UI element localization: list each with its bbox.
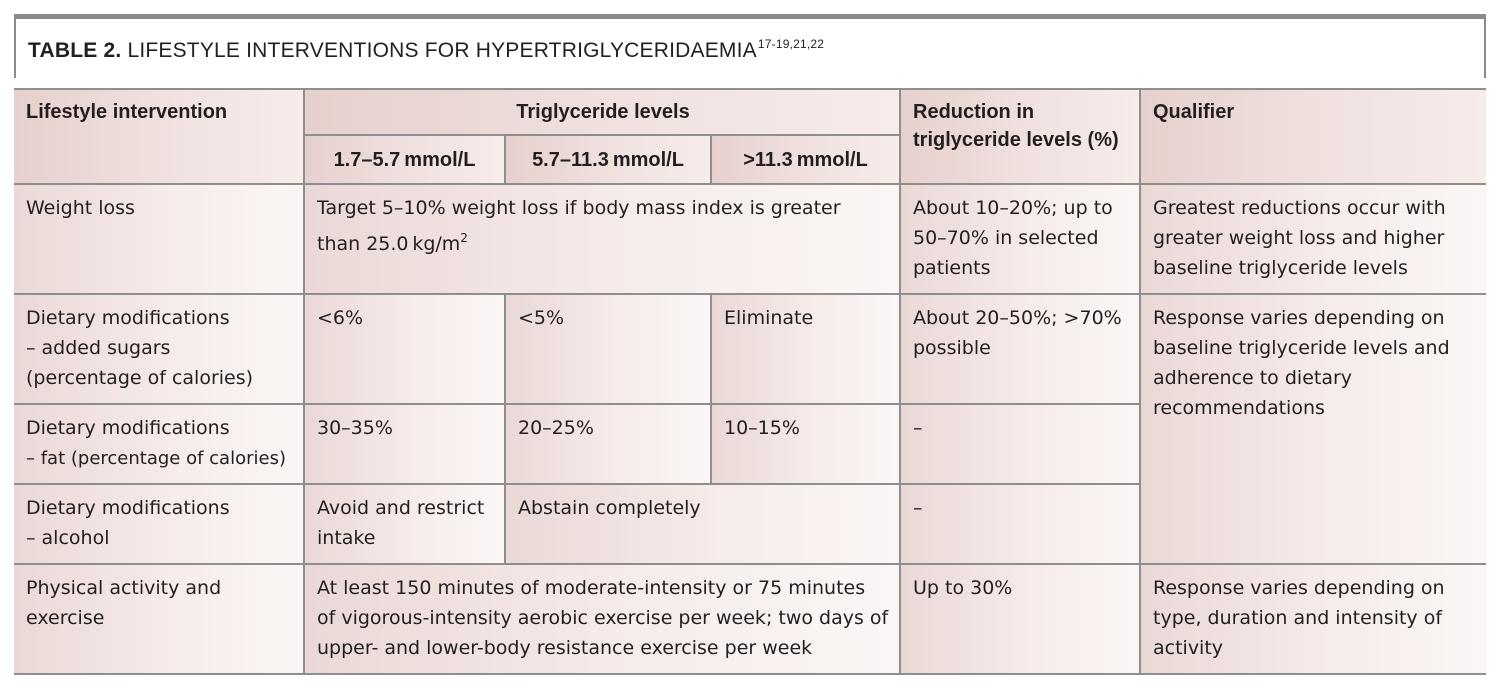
cell-sugar-level-2: <5%: [504, 293, 712, 405]
cell-sugar-reduction: About 20–50%; >70% possible: [899, 293, 1141, 405]
cell-exercise-qualifier: Response varies depending on type, durat…: [1139, 563, 1486, 675]
cell-fat-level-1: 30–35%: [303, 403, 506, 485]
cell-sugar-level-1: <6%: [303, 293, 506, 405]
header-level-2: 5.7–11.3 mmol/L: [504, 134, 712, 185]
header-qualifier: Qualifier: [1139, 88, 1486, 185]
alcohol-name-line2: – alcohol: [26, 527, 110, 549]
header-reduction-line1: Reduction in: [913, 101, 1035, 123]
header-level-3: >11.3 mmol/L: [710, 134, 900, 185]
fat-name-line1: Dietary modifications: [26, 417, 230, 439]
table-row-fat: Dietary modifications – fat (percentage o…: [14, 403, 1486, 485]
table-row-weight-loss: Weight loss Target 5–10% weight loss if …: [14, 183, 1486, 295]
weight-target-text: Target 5–10% weight loss if body mass in…: [317, 197, 841, 255]
interventions-table: Lifestyle intervention Triglyceride leve…: [14, 88, 1486, 675]
subheader-row: 1.7–5.7 mmol/L 5.7–11.3 mmol/L >11.3 mmo…: [14, 134, 1486, 185]
cell-alcohol-level-2-3: Abstain completely: [504, 483, 901, 565]
cell-fat-name: Dietary modifications – fat (percentage o…: [14, 403, 305, 485]
header-row: Lifestyle intervention Triglyceride leve…: [14, 88, 1486, 185]
table-title-box: TABLE 2. LIFESTYLE INTERVENTIONS FOR HYP…: [14, 14, 1486, 78]
cell-alcohol-name: Dietary modifications – alcohol: [14, 483, 305, 565]
cell-exercise-reduction: Up to 30%: [899, 563, 1141, 675]
weight-target-sup: 2: [460, 231, 468, 245]
table-row-alcohol: Dietary modifications – alcohol Avoid and…: [14, 483, 1486, 565]
table-title-label: TABLE 2.: [28, 39, 122, 62]
table-title-text: LIFESTYLE INTERVENTIONS FOR HYPERTRIGLYC…: [127, 39, 757, 62]
cell-exercise-target: At least 150 minutes of moderate-intensi…: [303, 563, 901, 675]
alcohol-name-line1: Dietary modifications: [26, 497, 230, 519]
header-triglyceride-levels: Triglyceride levels: [303, 88, 901, 136]
table-row-physical-activity: Physical activity and exercise At least …: [14, 563, 1486, 675]
cell-alcohol-level-1: Avoid and restrict intake: [303, 483, 506, 565]
fat-name-line2: – fat (percentage of calories): [26, 448, 286, 469]
cell-weight-qualifier: Greatest reductions occur with greater w…: [1139, 183, 1486, 295]
cell-fat-reduction: –: [899, 403, 1140, 485]
table-title: TABLE 2. LIFESTYLE INTERVENTIONS FOR HYP…: [28, 37, 824, 63]
cell-weight-reduction: About 10–20%; up to 50–70% in selected p…: [899, 183, 1141, 295]
cell-fat-level-3: 10–15%: [710, 403, 901, 485]
cell-weight-name: Weight loss: [14, 183, 305, 295]
cell-weight-target: Target 5–10% weight loss if body mass in…: [303, 183, 901, 295]
header-intervention: Lifestyle intervention: [14, 88, 305, 185]
header-level-1: 1.7–5.7 mmol/L: [304, 134, 506, 185]
cell-exercise-name: Physical activity and exercise: [14, 563, 305, 675]
sugar-name-line2: – added sugars: [26, 337, 171, 359]
cell-alcohol-reduction: –: [899, 483, 1140, 565]
header-reduction: Reduction in triglyceride levels (%): [899, 88, 1141, 185]
header-reduction-line2: triglyceride levels (%): [913, 129, 1119, 151]
cell-sugar-level-3: Eliminate: [710, 293, 901, 405]
cell-dietary-qualifier: Response varies depending on baseline tr…: [1139, 293, 1486, 565]
table-title-refs: 17-19,21,22: [757, 37, 825, 51]
sugar-name-line1: Dietary modifications: [26, 307, 230, 329]
cell-fat-level-2: 20–25%: [504, 403, 712, 485]
cell-sugar-name: Dietary modifications – added sugars (perc…: [14, 293, 305, 405]
sugar-name-line3: (percentage of calories): [26, 367, 254, 389]
table-row-added-sugars: Dietary modifications – added sugars (perc…: [14, 293, 1486, 565]
